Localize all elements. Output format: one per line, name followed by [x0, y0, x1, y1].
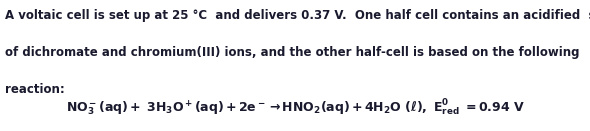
Text: reaction:: reaction:: [5, 83, 64, 95]
Text: of dichromate and chromium(III) ions, and the other half-cell is based on the fo: of dichromate and chromium(III) ions, an…: [5, 46, 579, 59]
Text: A voltaic cell is set up at 25 °C  and delivers 0.37 V.  One half cell contains : A voltaic cell is set up at 25 °C and de…: [5, 9, 590, 22]
Text: $\mathbf{NO_3^-(aq) + \ 3H_3O^+(aq) + 2e^- \rightarrow HNO_2(aq) + 4H_2O \ (\ell: $\mathbf{NO_3^-(aq) + \ 3H_3O^+(aq) + 2e…: [65, 98, 525, 118]
